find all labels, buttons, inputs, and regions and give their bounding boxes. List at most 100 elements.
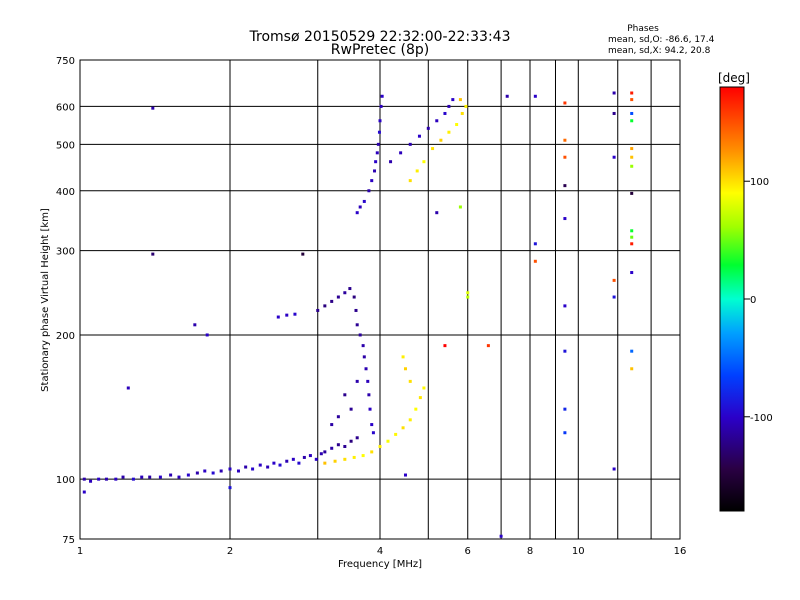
data-point-scattered xyxy=(563,138,567,142)
data-point-x-trace-low xyxy=(401,426,405,430)
y-tick-label: 750 xyxy=(56,56,75,67)
data-point-upper-o-trace xyxy=(435,119,439,123)
y-axis-label: Stationary phase Virtual Height [km] xyxy=(40,208,51,392)
data-point-x-trace-low xyxy=(323,461,327,465)
data-point-upper-o-trace xyxy=(373,169,377,173)
data-point-scattered xyxy=(612,111,616,115)
data-point-low-trace xyxy=(158,475,162,479)
data-point-upper-o-trace xyxy=(443,111,447,115)
x-tick-label: 1 xyxy=(77,546,83,557)
data-point-low-trace xyxy=(349,439,353,443)
data-point-scattered xyxy=(612,91,616,95)
data-point-scattered xyxy=(563,431,567,435)
colorbar-ticks: 100 0 -100 xyxy=(744,177,773,424)
data-point-mid-trace xyxy=(352,295,356,299)
data-point-mid-trace xyxy=(343,291,347,295)
data-point-scattered xyxy=(466,291,470,295)
data-point-scattered xyxy=(533,94,537,98)
data-point-upper-o-trace xyxy=(374,160,378,164)
data-point-low-trace xyxy=(266,465,270,469)
data-point-low-trace xyxy=(186,473,190,477)
data-point-scattered xyxy=(612,467,616,471)
data-point-low-trace xyxy=(140,475,144,479)
y-tick-label: 100 xyxy=(56,475,75,486)
data-point-mid-trace xyxy=(367,393,371,397)
data-point-scattered xyxy=(193,323,197,327)
data-point-low-trace xyxy=(314,457,318,461)
data-point-mid-trace xyxy=(336,295,340,299)
data-point-scattered xyxy=(630,229,634,233)
data-point-scattered xyxy=(630,164,634,168)
data-point-scattered xyxy=(630,191,634,195)
data-point-mid-trace xyxy=(368,407,372,411)
data-point-scattered xyxy=(443,344,447,348)
data-point-upper-o-trace xyxy=(376,142,380,146)
data-point-upper-o-trace xyxy=(358,205,362,209)
grid xyxy=(80,60,680,539)
data-point-low-trace xyxy=(297,461,301,465)
data-point-scattered xyxy=(612,278,616,282)
data-point-mid-trace xyxy=(330,423,334,427)
data-point-low-trace xyxy=(219,469,223,473)
data-point-upper-x-trace xyxy=(422,160,426,164)
data-point-scattered xyxy=(563,349,567,353)
data-point-scattered xyxy=(630,91,634,95)
data-point-mid-trace xyxy=(370,423,374,427)
data-point-low-trace xyxy=(203,469,207,473)
data-point-scattered xyxy=(466,295,470,299)
data-point-scattered xyxy=(630,349,634,353)
data-point-scattered xyxy=(301,252,305,256)
x-axis-label: Frequency [MHz] xyxy=(338,559,422,570)
data-points xyxy=(82,91,634,538)
data-point-upper-o-trace xyxy=(417,134,421,138)
data-point-upper-x-trace xyxy=(415,169,419,173)
data-point-scattered xyxy=(82,490,86,494)
data-point-scattered xyxy=(630,235,634,239)
data-point-low-trace xyxy=(104,477,108,481)
data-point-scattered xyxy=(563,217,567,221)
data-point-low-trace xyxy=(258,463,262,467)
y-tick-label: 400 xyxy=(56,187,75,198)
data-point-upper-x-trace xyxy=(458,98,462,102)
data-point-upper-o-trace xyxy=(355,211,359,215)
chart-title-line2: RwPretec (8p) xyxy=(331,42,429,58)
data-point-scattered xyxy=(486,344,490,348)
data-point-scattered xyxy=(403,473,407,477)
data-point-x-trace-low xyxy=(401,355,405,359)
data-point-low-trace xyxy=(285,459,289,463)
data-point-low-trace xyxy=(291,457,295,461)
data-point-upper-o-trace xyxy=(379,104,383,108)
data-point-upper-o-trace xyxy=(380,94,384,98)
data-point-low-trace xyxy=(121,475,125,479)
data-point-low-trace xyxy=(177,475,181,479)
data-point-low-trace xyxy=(114,477,118,481)
data-point-low-trace xyxy=(97,477,101,481)
data-point-mid-trace xyxy=(371,431,375,435)
y-tick-label: 500 xyxy=(56,140,75,151)
data-point-upper-o-trace xyxy=(389,160,393,164)
data-point-scattered xyxy=(151,252,155,256)
data-point-low-trace xyxy=(355,436,359,440)
data-point-x-trace-low xyxy=(408,418,412,422)
colorbar-tick-label: 0 xyxy=(750,295,756,306)
data-point-low-trace xyxy=(211,471,215,475)
data-point-scattered xyxy=(458,205,462,209)
data-point-mid-trace xyxy=(293,312,297,316)
data-point-scattered xyxy=(630,242,634,246)
x-tick-label: 6 xyxy=(465,546,471,557)
data-point-mid-trace xyxy=(348,287,352,291)
data-point-scattered xyxy=(151,106,155,110)
data-point-scattered xyxy=(126,386,130,390)
data-point-scattered xyxy=(612,295,616,299)
data-point-upper-o-trace xyxy=(447,104,451,108)
data-point-mid-trace xyxy=(364,367,368,371)
x-tick-label: 8 xyxy=(527,546,533,557)
data-point-upper-o-trace xyxy=(426,126,430,130)
data-point-x-trace-low xyxy=(403,367,407,371)
data-point-scattered xyxy=(533,242,537,246)
data-point-scattered xyxy=(630,147,634,151)
y-tick-label: 300 xyxy=(56,247,75,258)
x-tick-label: 10 xyxy=(572,546,585,557)
data-point-low-trace xyxy=(319,452,323,456)
